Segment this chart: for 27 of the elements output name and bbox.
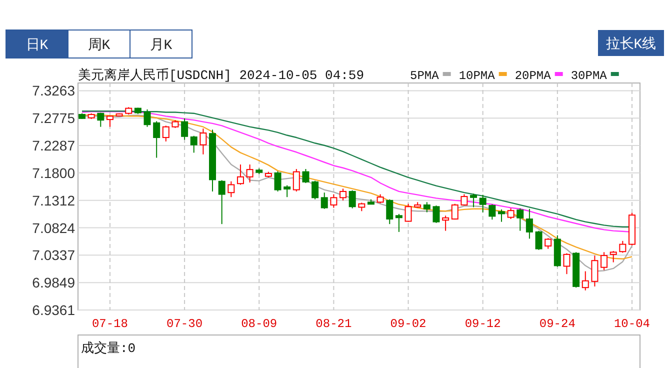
text: 周K [88,38,111,54]
text: 月K [150,38,173,54]
y-tick-label: 7.2287 [32,138,76,154]
x-tick-label: 09-02 [390,317,426,331]
x-tick-label: 09-12 [464,317,501,331]
y-tick-label: 6.9849 [32,274,76,291]
x-tick-label: 08-09 [241,317,278,331]
legend-label: 20PMA [514,69,552,83]
legend-label: 10PMA [458,69,496,83]
x-tick-label: 10-04 [614,317,650,331]
x-tick-label: 07-30 [166,317,203,331]
text: 日K [26,38,49,54]
chart-title: 美元离岸人民币[USDCNH] 2024-10-05 04:59 [78,67,364,83]
legend-label: 30PMA [570,69,608,83]
y-tick-label: 7.0824 [32,220,76,236]
x-tick-label: 07-18 [92,317,128,331]
x-tick-label: 08-21 [316,317,352,331]
y-tick-label: 6.9361 [32,302,76,318]
y-tick-label: 7.1312 [32,192,76,208]
legend-label: 5PMA [410,69,440,83]
y-tick-label: 7.1800 [32,164,76,181]
y-tick-label: 7.0337 [32,247,76,264]
y-tick-label: 7.2775 [32,110,76,126]
x-tick-label: 09-24 [539,317,576,331]
y-tick-label: 7.3263 [32,82,76,99]
text: 成交量:0 [81,340,136,356]
text: 拉长K线 [606,36,656,53]
